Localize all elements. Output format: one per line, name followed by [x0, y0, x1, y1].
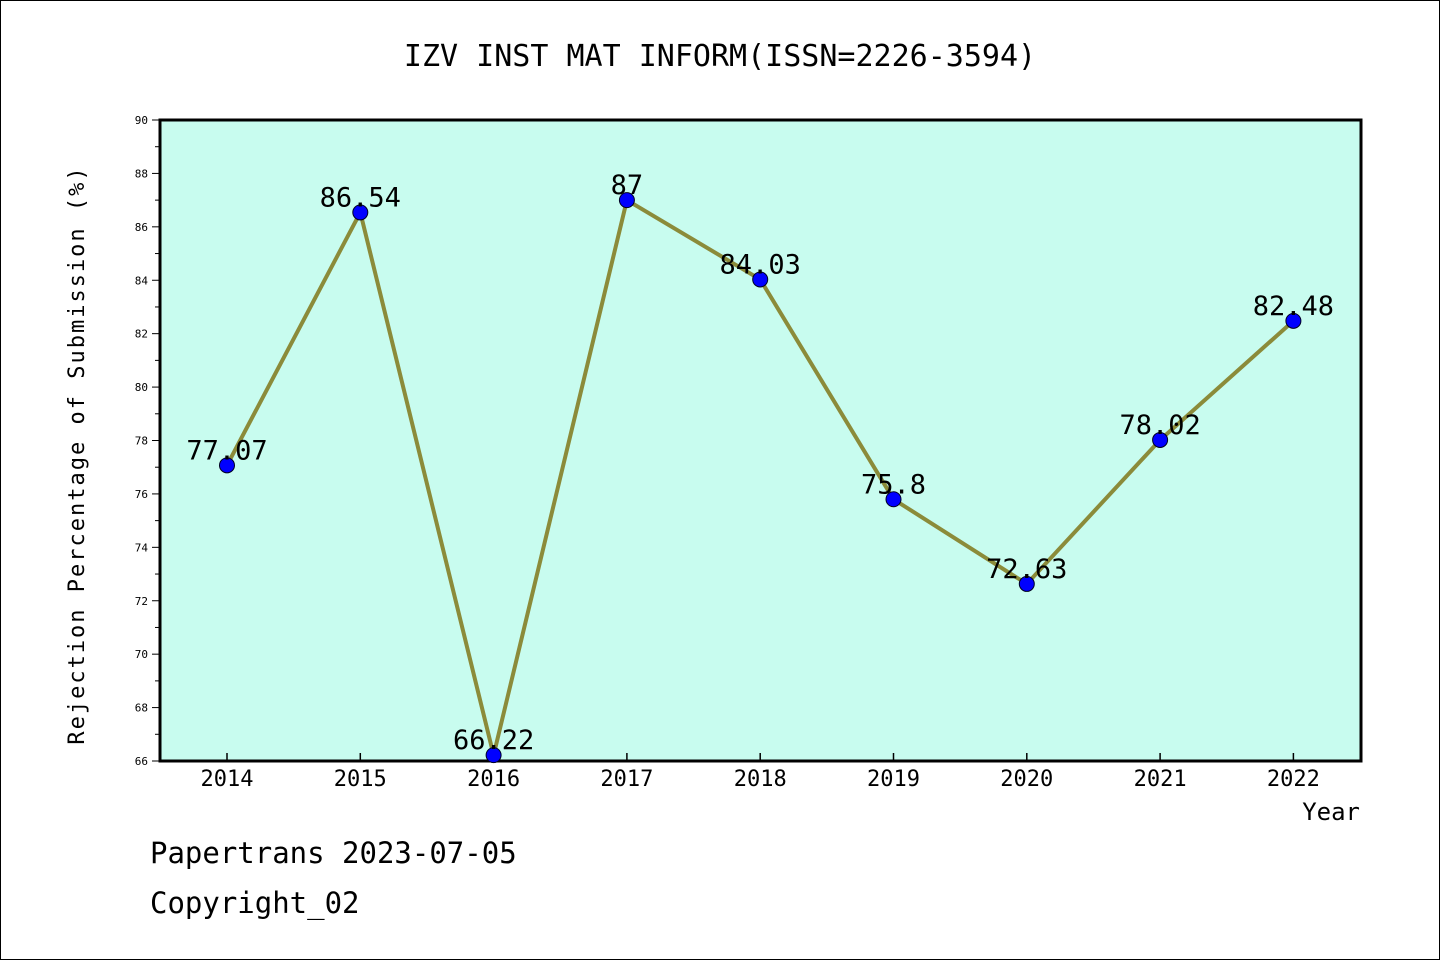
x-tick-label: 2020: [1000, 767, 1053, 792]
data-labels: 77.07 86.54 66.22 87 84.03 75.8 72.63 78.02 82.4…: [186, 170, 1334, 756]
data-label: 72.63: [986, 554, 1067, 585]
y-tick-label: 70: [135, 648, 148, 661]
data-point: [885, 491, 902, 508]
footer-copyright: Copyright_02: [150, 886, 360, 921]
data-label: 66.22: [453, 725, 534, 756]
data-point: [618, 192, 635, 209]
x-axis-label: Year: [1302, 798, 1360, 826]
x-tick-label: 2017: [600, 767, 653, 792]
x-tick-label: 2014: [201, 767, 254, 792]
data-point: [1285, 312, 1302, 329]
x-tick-label: 2016: [467, 767, 520, 792]
x-tick-label: 2018: [734, 767, 787, 792]
y-tick-label: 84: [135, 274, 149, 287]
data-label: 75.8: [861, 469, 926, 500]
x-tick-label: 2022: [1267, 767, 1320, 792]
data-label: 77.07: [186, 435, 267, 466]
y-tick-label: 86: [135, 221, 148, 234]
y-tick-label: 72: [135, 595, 148, 608]
data-label: 78.02: [1119, 410, 1200, 441]
y-tick-label: 80: [135, 381, 148, 394]
data-point: [752, 271, 769, 288]
data-label: 86.54: [320, 182, 401, 213]
y-axis-label: Rejection Percentage of Submission (%): [65, 165, 90, 744]
y-tick-label: 90: [135, 114, 148, 127]
x-axis: 2014 2015 2016 2017 2018 2019 2020 2021 2022: [201, 753, 1320, 792]
data-point: [219, 457, 235, 474]
data-label: 87: [611, 170, 644, 201]
y-axis: 66 68 70 72 74 76 78 80 82 84 86 88 90: [135, 114, 160, 768]
x-tick-label: 2021: [1134, 767, 1187, 792]
chart-title: IZV INST MAT INFORM(ISSN=2226-3594): [404, 39, 1036, 74]
y-tick-label: 82: [135, 328, 148, 341]
y-tick-label: 68: [135, 702, 148, 715]
x-tick-label: 2015: [334, 767, 387, 792]
data-label: 82.48: [1253, 291, 1334, 322]
y-tick-label: 76: [135, 488, 148, 501]
data-point: [1018, 575, 1035, 592]
y-tick-label: 74: [135, 541, 149, 554]
data-label: 84.03: [720, 249, 801, 280]
x-tick-label: 2019: [867, 767, 920, 792]
y-tick-label: 88: [135, 167, 148, 180]
footer-source: Papertrans 2023-07-05: [150, 836, 517, 870]
y-tick-label: 78: [135, 435, 148, 448]
data-point: [485, 747, 502, 764]
data-point: [1152, 431, 1169, 448]
data-point: [352, 204, 369, 221]
data-markers: [219, 192, 1302, 764]
y-tick-label: 66: [135, 755, 148, 768]
